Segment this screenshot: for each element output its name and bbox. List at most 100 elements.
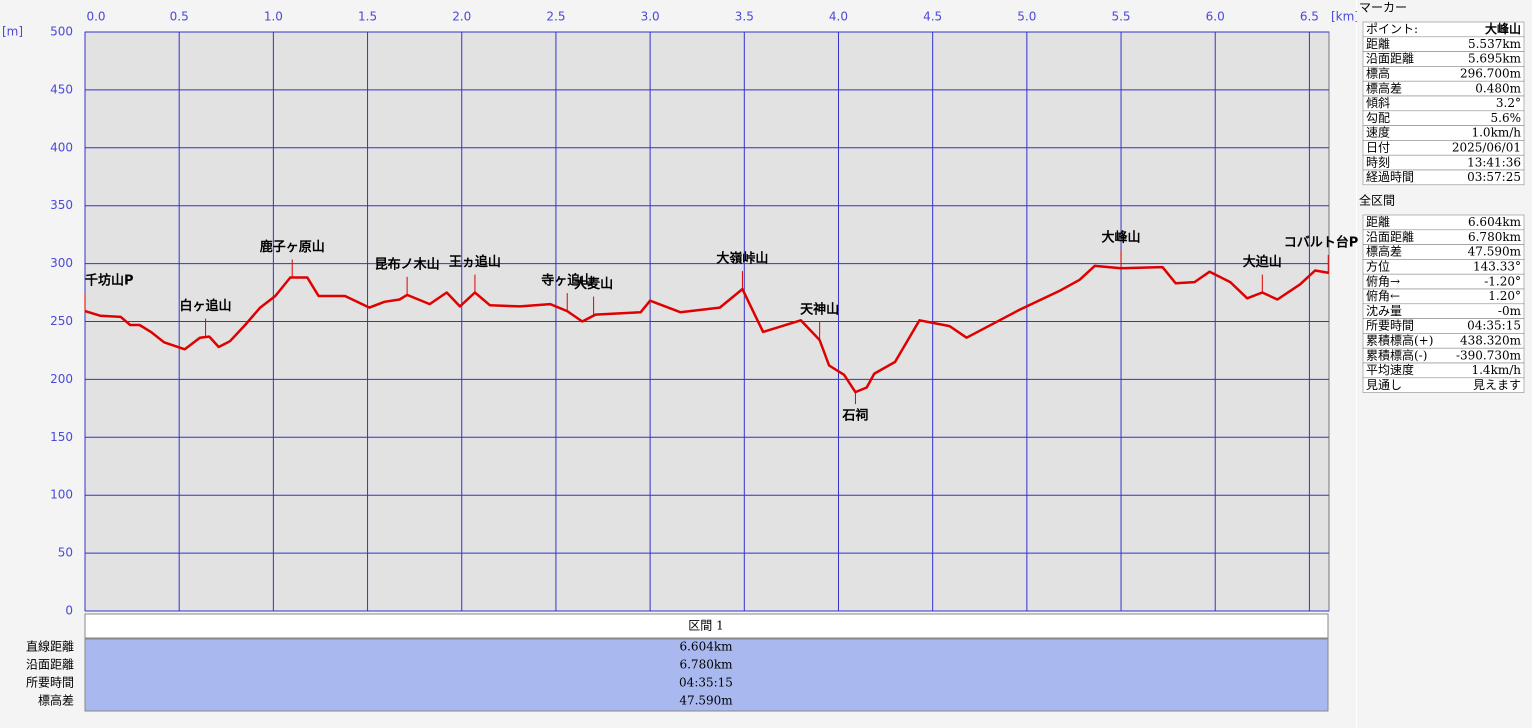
section-value: 6.780km [679,658,733,672]
panel-value: 04:35:15 [1467,319,1521,333]
panel-key: 俯角→ [1366,273,1400,288]
total-title: 全区間 [1359,193,1395,208]
annotation-label: 昆布ノ木山 [375,256,440,272]
annotation-label: コバルト台P [1284,234,1359,250]
panel-key: 勾配 [1366,111,1390,125]
panel-value: 1.4km/h [1471,363,1521,377]
panel-key: 標高 [1366,66,1390,81]
panel-key: 経過時間 [1366,170,1414,184]
annotation-label: 大嶺峠山 [716,251,768,267]
panel-key: 標高差 [1366,80,1402,95]
y-unit: [m] [2,25,23,39]
panel-value: 03:57:25 [1467,170,1521,184]
y-tick-label: 450 [50,82,73,96]
annotation-label: 千坊山P [85,273,134,289]
x-tick-label: 0.0 [86,10,105,24]
panel-key: 距離 [1366,215,1390,229]
x-tick-label: 6.5 [1300,10,1319,24]
panel-key: ポイント: [1366,22,1418,36]
x-tick-label: 5.5 [1111,10,1130,24]
panel-value: 6.780km [1468,230,1522,244]
panel-key: 距離 [1366,37,1390,51]
panel-key: 方位 [1366,259,1390,274]
section-value: 04:35:15 [679,676,733,690]
panel-value: 438.320m [1460,334,1522,348]
marker-title: マーカー [1359,1,1407,15]
panel-value: 1.0km/h [1471,126,1521,140]
panel-value: -1.20° [1484,274,1521,288]
section-label: 沿面距離 [26,658,74,672]
annotation-label: 石祠 [841,408,868,424]
x-tick-label: 2.0 [452,10,471,24]
panel-value: 6.604km [1468,215,1522,229]
annotation-label: 白ヶ追山 [180,298,232,314]
x-tick-label: 3.0 [641,10,660,24]
section-value: 6.604km [679,640,733,654]
annotation-label: 大迫山 [1243,254,1282,270]
panel-value: -390.730m [1456,348,1522,362]
panel-key: 所要時間 [1366,319,1414,333]
section-header: 区間 1 [688,619,723,633]
x-tick-label: 3.5 [735,10,754,24]
y-tick-label: 100 [50,488,73,502]
x-tick-label: 4.0 [829,10,848,24]
panel-value: 13:41:36 [1467,155,1521,169]
panel-key: 標高差 [1366,244,1402,259]
y-tick-label: 250 [50,314,73,328]
panel-key: 見通し [1366,378,1402,392]
x-tick-label: 1.5 [358,10,377,24]
panel-key: 沈み量 [1366,303,1402,318]
x-unit: [km] [1331,10,1359,24]
panel-value: 1.20° [1488,289,1521,303]
panel-key: 日付 [1366,141,1390,155]
y-tick-label: 300 [50,256,73,270]
annotation-label: 大麦山 [574,276,613,292]
panel-value: 0.480m [1475,81,1521,95]
panel-key: 傾斜 [1366,96,1390,110]
annotation-label: 天神山 [800,302,839,318]
panel-value: 2025/06/01 [1452,141,1521,155]
panel-row [1362,169,1525,186]
annotation-label: 大峰山 [1102,230,1141,246]
section-label: 所要時間 [26,676,74,690]
section-value: 47.590m [679,694,733,708]
panel-key: 沿面距離 [1366,230,1414,244]
y-tick-label: 350 [50,198,73,212]
panel-key: 速度 [1366,125,1390,140]
panel-key: 累積標高(-) [1366,347,1427,362]
panel-key: 累積標高(+) [1366,333,1433,348]
x-tick-label: 1.0 [264,10,283,24]
panel-value: 大峰山 [1485,21,1521,36]
y-tick-label: 50 [58,546,73,560]
panel-value: 5.6% [1491,111,1522,125]
y-tick-label: 400 [50,140,73,154]
panel-key: 沿面距離 [1366,52,1414,66]
panel-value: 3.2° [1496,96,1521,110]
panel-value: -0m [1498,304,1522,318]
section-header-bg [84,613,1329,639]
annotation-label: 寺ヶ追山 [541,273,593,289]
panel-value: 5.695km [1468,52,1522,66]
x-tick-label: 0.5 [170,10,189,24]
y-tick-label: 500 [50,25,73,39]
x-tick-label: 4.5 [923,10,942,24]
y-tick-label: 150 [50,430,73,444]
section-body-bg [84,638,1329,712]
panel-key: 平均速度 [1366,362,1414,377]
panel-value: 143.33° [1473,260,1521,274]
x-tick-label: 6.0 [1206,10,1225,24]
panel-row [1362,377,1525,393]
y-tick-label: 0 [65,604,73,618]
panel-key: 俯角← [1366,288,1400,303]
panel-value: 5.537km [1468,37,1522,51]
y-tick-label: 200 [50,372,73,386]
panel-value: 296.700m [1460,67,1522,81]
panel-key: 時刻 [1366,155,1390,169]
x-tick-label: 2.5 [546,10,565,24]
x-tick-label: 5.0 [1017,10,1036,24]
section-label: 標高差 [38,693,74,708]
panel-value: 47.590m [1468,245,1522,259]
panel-value: 見えます [1473,378,1521,392]
annotation-label: 鹿子ヶ原山 [260,239,325,255]
